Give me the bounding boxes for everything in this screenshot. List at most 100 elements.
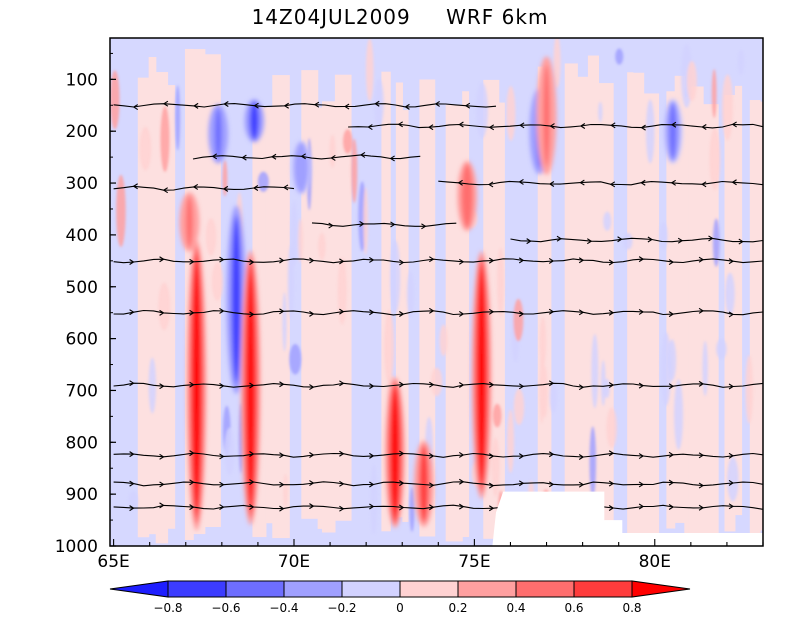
streamline-arrow: [518, 453, 525, 460]
field-band: [148, 56, 157, 535]
colorbar-tick-label: −0.8: [153, 601, 182, 615]
streamline-arrow: [390, 221, 396, 228]
colorbar-tick-label: −0.6: [211, 601, 240, 615]
field-blob: [589, 426, 597, 498]
field-blob: [497, 247, 505, 317]
field-blob: [384, 309, 395, 384]
streamline-arrow: [279, 257, 285, 264]
streamline-arrow: [617, 236, 623, 243]
streamline-arrow: [279, 505, 285, 512]
field-blob: [727, 457, 739, 502]
streamline-arrow: [548, 451, 555, 458]
streamline-arrow: [219, 481, 225, 488]
colorbar-segment: [515, 580, 575, 598]
streamline-arrow: [608, 309, 615, 316]
field-band: [587, 55, 600, 527]
field-blob: [553, 38, 561, 88]
streamline-arrow: [404, 103, 410, 110]
y-tick-label: 100: [66, 70, 98, 90]
streamline-arrow: [698, 256, 705, 263]
field-blob: [716, 338, 727, 360]
streamline-arrow: [309, 452, 315, 458]
streamline-arrow: [518, 480, 525, 487]
streamline-arrow: [399, 381, 405, 388]
streamline-arrow: [252, 185, 259, 191]
field-blob: [430, 367, 443, 397]
streamline-arrow: [159, 502, 165, 509]
streamline-arrow: [374, 100, 380, 107]
streamline-arrow: [162, 187, 169, 194]
streamline-arrow: [189, 381, 195, 388]
colorbar-min-arrow: [109, 580, 169, 598]
field-blob: [722, 74, 734, 141]
updraft-cell: [464, 167, 471, 225]
y-tick-label: 1000: [55, 537, 98, 557]
streamline-arrow: [339, 308, 345, 315]
streamline-arrow: [668, 451, 675, 458]
colorbar-segment: [399, 580, 459, 598]
field-blob: [507, 409, 514, 474]
updraft-cell: [193, 266, 200, 505]
streamline-arrow: [488, 308, 495, 315]
streamline-arrow: [283, 102, 289, 109]
x-tick-label: 65E: [97, 552, 129, 572]
streamline-arrow: [193, 102, 199, 109]
streamline-arrow: [399, 480, 405, 487]
field-blob: [289, 343, 302, 375]
colorbar-tick-label: 0.2: [448, 601, 467, 615]
streamline-arrow: [344, 103, 350, 110]
streamline-arrow: [586, 238, 593, 245]
streamline-arrow: [548, 181, 555, 187]
streamline-arrow: [434, 100, 440, 107]
streamline-arrow: [464, 102, 471, 109]
streamline-arrow: [309, 310, 315, 317]
streamline-arrow: [458, 121, 464, 128]
streamline-arrow: [698, 452, 705, 459]
field-blob: [476, 82, 488, 139]
streamline-arrow: [429, 307, 435, 314]
streamline-arrow: [608, 382, 615, 389]
updraft-cell: [392, 390, 399, 515]
field-blobs: [110, 38, 753, 546]
field-blob: [406, 271, 415, 318]
streamline-arrow: [640, 124, 646, 131]
field-blob: [175, 85, 181, 151]
streamline-arrow: [159, 383, 165, 390]
streamline-arrow: [428, 124, 434, 131]
streamline-arrow: [488, 505, 495, 512]
field-blob: [591, 334, 599, 409]
terrain-mask: [434, 491, 763, 546]
streamline-arrow: [159, 481, 165, 488]
field-band: [402, 110, 409, 522]
field-blob: [725, 272, 735, 316]
streamline-arrow: [728, 258, 735, 265]
streamline: [510, 237, 763, 243]
streamline-arrow: [579, 123, 586, 129]
streamline-arrow: [638, 256, 645, 263]
colorbar-tick-label: 0.8: [622, 601, 641, 615]
streamline-arrow: [192, 183, 199, 190]
field-blob: [737, 49, 745, 75]
field-blob: [110, 70, 120, 130]
field-band: [688, 86, 704, 546]
field-band: [301, 70, 319, 519]
field-band: [703, 104, 719, 539]
streamline-arrow: [668, 259, 675, 266]
field-blob: [702, 340, 708, 397]
field-blob: [139, 126, 152, 171]
field-blob: [603, 211, 612, 231]
streamline-arrow: [677, 237, 684, 244]
streamline-arrow: [458, 311, 465, 317]
streamline-arrow: [219, 504, 225, 511]
field-blob: [287, 245, 295, 319]
colorbar-tick-label: 0.6: [564, 601, 583, 615]
updraft-cell: [420, 448, 427, 520]
updraft-cell: [186, 197, 193, 247]
downdraft-cell: [669, 104, 676, 158]
streamline-arrow: [397, 121, 403, 128]
field-blob: [298, 218, 303, 263]
field-blob: [290, 201, 298, 267]
y-tick-label: 600: [66, 330, 98, 350]
streamline-arrow: [638, 503, 645, 510]
field-band: [498, 102, 505, 538]
